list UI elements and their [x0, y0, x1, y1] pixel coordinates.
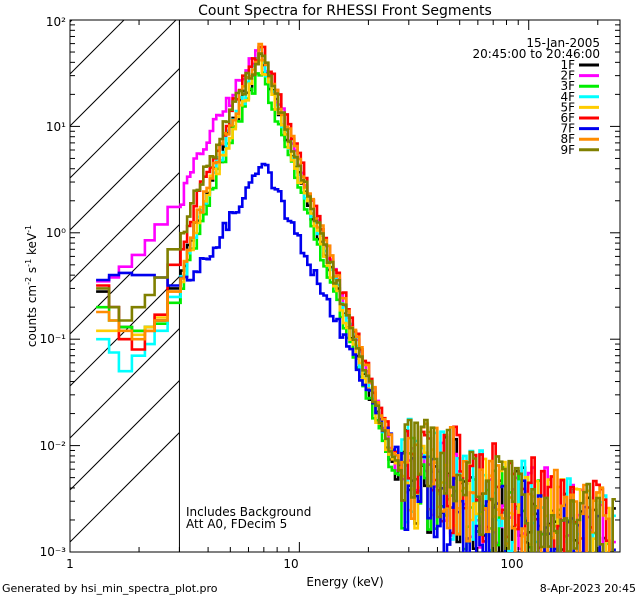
footer-timestamp: 8-Apr-2023 20:45: [539, 582, 636, 595]
hatch-line-9: [70, 20, 125, 75]
chart-title: Count Spectra for RHESSI Front Segments: [198, 3, 492, 19]
observation-time-range: 20:45:00 to 20:46:00: [473, 47, 600, 61]
series-line-9F: [96, 52, 616, 552]
annotation-background: Includes Background: [186, 505, 311, 519]
annotation-attenuator: Att A0, FDecim 5: [186, 517, 287, 531]
x-tick-label-10: 10: [283, 557, 298, 571]
legend-label-1F: 1F: [560, 58, 575, 72]
plot-frame: [69, 19, 621, 553]
x-tick-labels: 1 10 100: [66, 557, 523, 571]
legend-label-4F: 4F: [560, 90, 575, 104]
hatch-line-1: [70, 379, 180, 491]
y-axis-label-main: counts cm: [25, 285, 39, 347]
x-axis-label: Energy (keV): [306, 575, 383, 589]
y-tick-label-1e1: 10¹: [46, 120, 66, 134]
y-axis-label-sup2: -1: [24, 259, 33, 267]
legend-label-6F: 6F: [560, 111, 575, 125]
axes-group: [69, 19, 620, 553]
y-tick-label-1e2: 10²: [46, 15, 66, 29]
y-tick-label-1e-1: 10⁻¹: [40, 332, 67, 346]
footer-generated-by: Generated by hsi_min_spectra_plot.pro: [2, 582, 218, 595]
legend-label-8F: 8F: [560, 132, 575, 146]
series-group: [96, 42, 616, 552]
legend-label-2F: 2F: [560, 69, 575, 83]
hatch-line-4: [70, 223, 180, 335]
y-tick-labels: 10⁻³ 10⁻² 10⁻¹ 10⁰ 10¹ 10²: [40, 15, 67, 559]
observation-date: 15-Jan-2005: [526, 36, 600, 50]
hatch-line-8: [70, 20, 177, 127]
legend-label-9F: 9F: [560, 143, 575, 157]
series-line-5F: [96, 58, 611, 552]
legend-label-5F: 5F: [560, 100, 575, 114]
hatch-line-0: [70, 431, 180, 543]
x-tick-label-1: 1: [66, 557, 74, 571]
legend-label-7F: 7F: [560, 122, 575, 136]
y-axis-label-sup3: -1: [24, 225, 33, 233]
y-axis-label-mid: s: [25, 267, 39, 277]
y-tick-label-1e-2: 10⁻²: [40, 439, 67, 453]
y-axis-label-end: keV: [25, 232, 39, 259]
x-tick-label-100: 100: [501, 557, 524, 571]
hatch-line-5: [70, 171, 180, 283]
y-tick-label-1e0: 10⁰: [46, 226, 66, 240]
y-axis-label-sup1: -2: [24, 277, 33, 285]
hatch-line-7: [70, 67, 180, 179]
legend-label-3F: 3F: [560, 79, 575, 93]
y-tick-label-1e-3: 10⁻³: [40, 545, 67, 559]
hatch-line-2: [70, 327, 180, 439]
y-axis-label: counts cm-2 s-1 keV-1: [24, 225, 39, 347]
hatch-line-6: [70, 119, 180, 231]
series-line-6F: [96, 45, 611, 552]
